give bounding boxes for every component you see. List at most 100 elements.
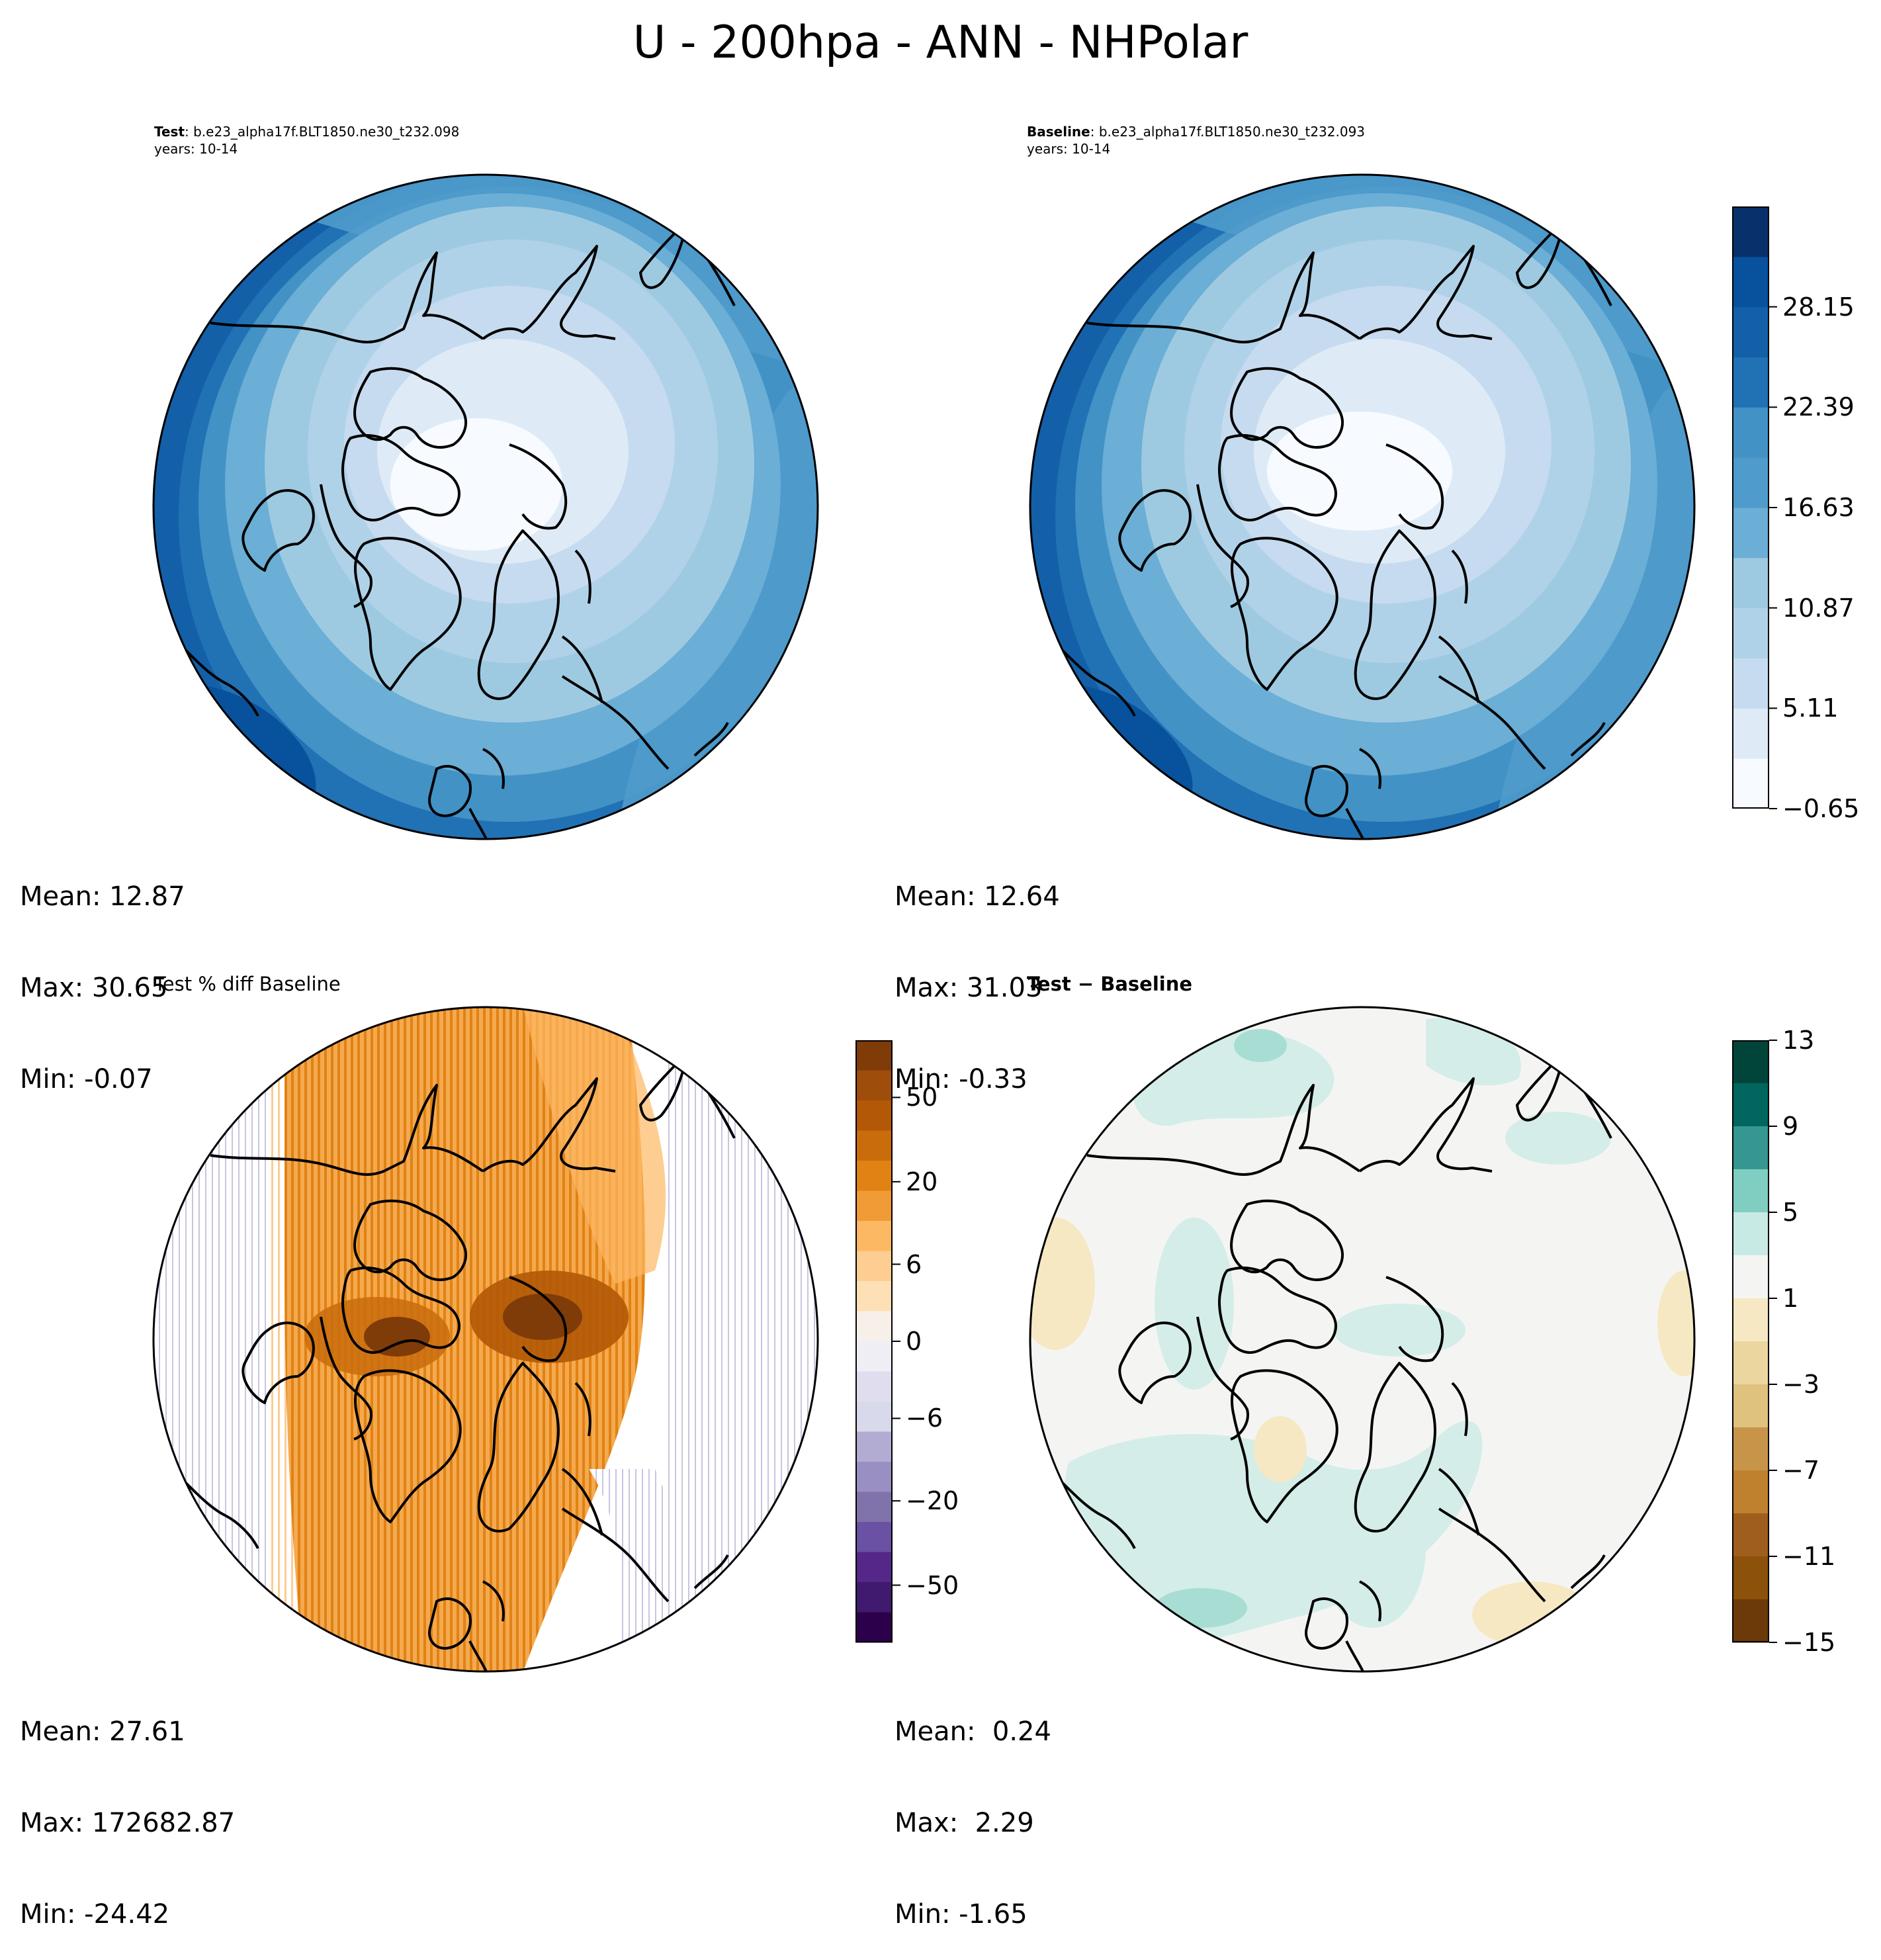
colorbar-tick-label: 6 (906, 1249, 922, 1279)
baseline-mean: Mean: 12.64 (895, 881, 1060, 912)
colorbar-tick-label: −15 (1782, 1628, 1836, 1657)
colorbar-tick-label: 5.11 (1782, 693, 1839, 723)
colorbar-tick-label: −50 (906, 1570, 959, 1600)
colorbar-segment (1732, 256, 1769, 308)
colorbar-segment (1732, 457, 1769, 508)
colorbar-segment (1732, 1427, 1769, 1471)
test-label-case: : b.e23_alpha17f.BLT1850.ne30_t232.098 (185, 124, 460, 140)
colorbar-segment (1732, 1212, 1769, 1256)
colorbar-tick-label: 9 (1782, 1112, 1799, 1141)
colorbar-tick-label: 22.39 (1782, 392, 1855, 422)
test-mean: Mean: 12.87 (20, 881, 185, 912)
baseline-label-case: : b.e23_alpha17f.BLT1850.ne30_t232.093 (1090, 124, 1366, 140)
colorbar-segment (1732, 1126, 1769, 1170)
colorbar-segment (855, 1582, 893, 1613)
colorbar-tick-label: −6 (906, 1403, 943, 1433)
colorbar-tick-label: −0.65 (1782, 794, 1860, 823)
test-min: Min: -0.07 (20, 1064, 153, 1094)
colorbar-segment (1732, 407, 1769, 458)
colorbar-segment (855, 1070, 893, 1101)
pctdiff-title: Test % diff Baseline (154, 973, 341, 995)
colorbar-tick-label: 28.15 (1782, 292, 1855, 322)
colorbar-segment (1732, 357, 1769, 408)
colorbar-segment (1732, 508, 1769, 558)
colorbar-segment (1732, 758, 1769, 809)
colorbar-segment (855, 1402, 893, 1432)
colorbar-segment (1732, 1384, 1769, 1428)
baseline-max: Max: 31.03 (895, 973, 1043, 1003)
test-max: Max: 30.65 (20, 973, 168, 1003)
colorbar-segment (1732, 306, 1769, 357)
colorbar-tick-label: 0 (906, 1327, 922, 1356)
colorbar-diff (1732, 1040, 1777, 1643)
pctdiff-max: Max: 172682.87 (20, 1808, 236, 1838)
colorbar-tick-label: 10.87 (1782, 593, 1855, 623)
colorbar-segment (855, 1311, 893, 1342)
colorbar-segment (855, 1371, 893, 1402)
colorbar-segment (855, 1431, 893, 1462)
baseline-subtitle: Baseline: b.e23_alpha17f.BLT1850.ne30_t2… (1027, 123, 1365, 157)
colorbar-segment (855, 1100, 893, 1131)
test-label-bold: Test (154, 124, 185, 140)
colorbar-segment (855, 1190, 893, 1222)
colorbar-tick-label: −3 (1782, 1370, 1820, 1399)
colorbar-tick-label: 5 (1782, 1198, 1799, 1227)
colorbar-border (855, 1040, 893, 1642)
colorbar-segment (1732, 206, 1769, 257)
colorbar-segment (855, 1552, 893, 1583)
diff-mean: Mean: 0.24 (895, 1716, 1051, 1747)
colorbar-tick-label: 1 (1782, 1284, 1799, 1313)
colorbar-segment (1732, 1083, 1769, 1127)
diff-min: Min: -1.65 (895, 1899, 1028, 1930)
colorbar-segment (855, 1341, 893, 1372)
colorbar-segment (1732, 658, 1769, 709)
colorbar-tick-label: −20 (906, 1486, 959, 1516)
baseline-map (1029, 173, 1696, 840)
diff-title: Test − Baseline (1027, 973, 1193, 995)
colorbar-segment (855, 1130, 893, 1161)
pctdiff-min: Min: -24.42 (20, 1899, 170, 1930)
colorbar-segment (1732, 1040, 1769, 1084)
baseline-label-bold: Baseline (1027, 124, 1090, 140)
figure-title: U - 200hpa - ANN - NHPolar (633, 17, 1248, 69)
test-stats: Mean: 12.87 Max: 30.65 Min: -0.07 (20, 821, 185, 1125)
colorbar-segment (1732, 1513, 1769, 1557)
colorbar-segment (855, 1221, 893, 1251)
pctdiff-stats: Mean: 27.61 Max: 172682.87 Min: -24.42 (20, 1656, 235, 1960)
colorbar-segment (1732, 1298, 1769, 1342)
colorbar-segment (1732, 1169, 1769, 1213)
colorbar-top (1732, 206, 1777, 809)
colorbar-segment (1732, 1556, 1769, 1600)
colorbar-segment (855, 1492, 893, 1523)
baseline-years: years: 10-14 (1027, 141, 1111, 157)
colorbar-tick-label: 50 (906, 1083, 938, 1112)
diff-max: Max: 2.29 (895, 1808, 1034, 1838)
colorbar-tick-label: 13 (1782, 1026, 1815, 1055)
colorbar-pctdiff (855, 1040, 900, 1643)
baseline-min: Min: -0.33 (895, 1064, 1028, 1094)
test-years: years: 10-14 (154, 141, 238, 157)
colorbar-segment (855, 1281, 893, 1312)
colorbar-segment (855, 1612, 893, 1643)
colorbar-segment (1732, 708, 1769, 759)
colorbar-segment (855, 1462, 893, 1492)
colorbar-border (1732, 206, 1769, 809)
colorbar-segment (1732, 607, 1769, 658)
colorbar-segment (1732, 1470, 1769, 1514)
colorbar-segment (855, 1251, 893, 1282)
colorbar-segment (855, 1040, 893, 1071)
pctdiff-map (152, 1006, 819, 1673)
test-map (152, 173, 819, 840)
colorbar-segment (855, 1161, 893, 1191)
diff-map (1029, 1006, 1696, 1673)
colorbar-border (1732, 1040, 1769, 1642)
colorbar-segment (1732, 1341, 1769, 1385)
test-subtitle: Test: b.e23_alpha17f.BLT1850.ne30_t232.0… (154, 123, 459, 157)
colorbar-segment (1732, 557, 1769, 609)
baseline-stats: Mean: 12.64 Max: 31.03 Min: -0.33 (895, 821, 1060, 1125)
colorbar-segment (855, 1522, 893, 1552)
colorbar-segment (1732, 1255, 1769, 1299)
colorbar-tick-label: 20 (906, 1167, 938, 1196)
pctdiff-mean: Mean: 27.61 (20, 1716, 185, 1747)
diff-stats: Mean: 0.24 Max: 2.29 Min: -1.65 (895, 1656, 1051, 1960)
